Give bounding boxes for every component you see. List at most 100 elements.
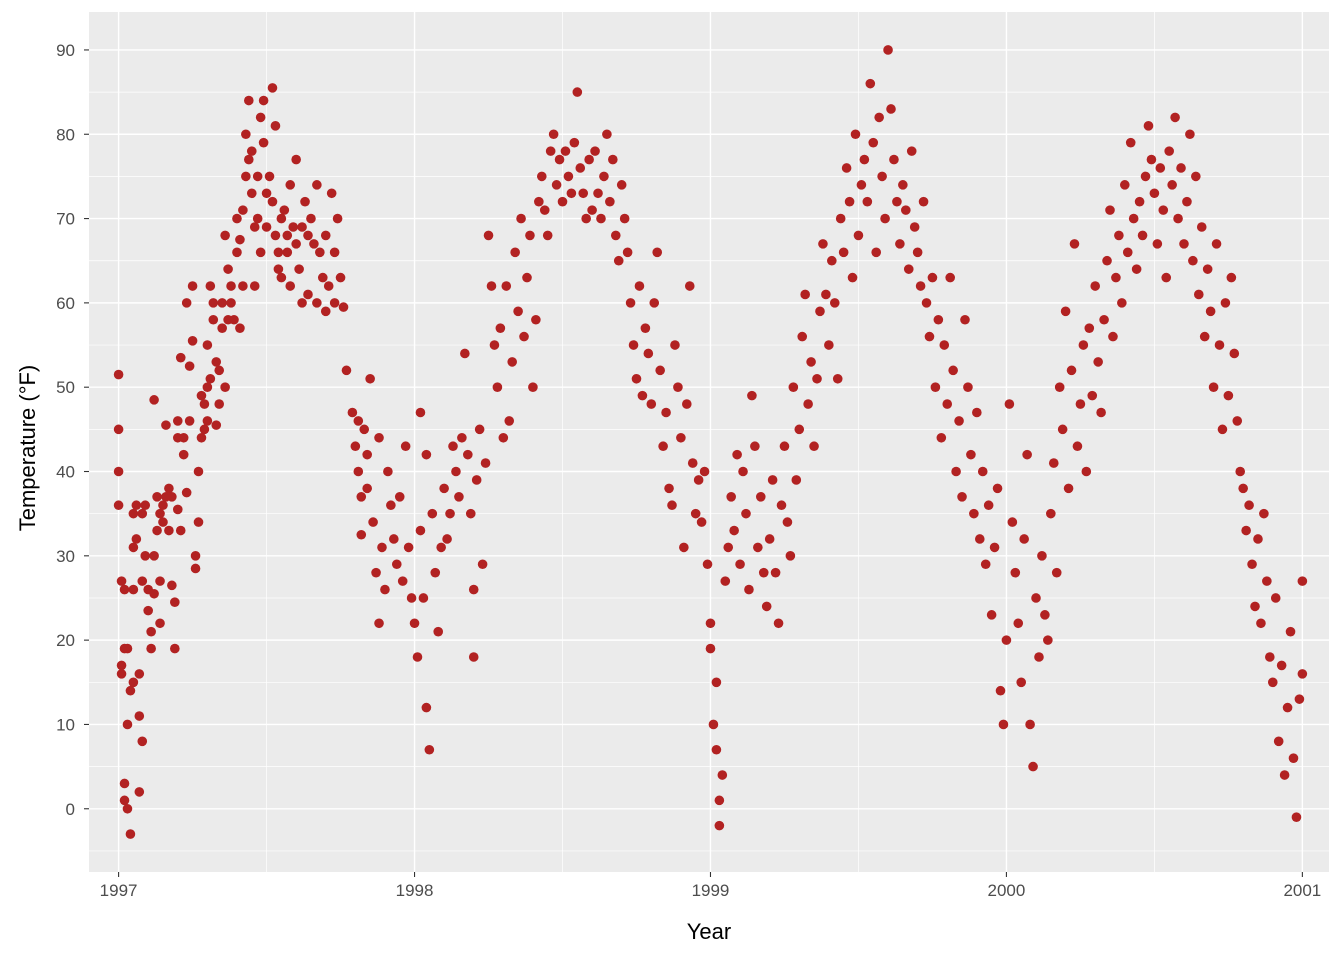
data-point — [951, 466, 961, 477]
data-point — [652, 247, 663, 258]
data-point — [992, 483, 1003, 494]
data-point — [116, 660, 127, 671]
data-point — [1149, 188, 1160, 199]
data-point — [199, 399, 210, 409]
data-point — [679, 542, 689, 553]
data-point — [329, 298, 340, 308]
data-point — [113, 466, 124, 477]
data-point — [238, 281, 248, 291]
data-point — [1229, 348, 1240, 359]
y-tick-label: 80 — [56, 125, 75, 144]
data-point — [989, 542, 1000, 553]
data-point — [569, 137, 580, 148]
data-point — [1226, 272, 1237, 283]
x-tick-label: 2001 — [1283, 881, 1321, 900]
data-point — [128, 677, 139, 688]
data-point — [190, 551, 201, 561]
data-point — [178, 432, 189, 443]
data-point — [309, 239, 319, 249]
data-point — [442, 534, 452, 544]
data-point — [856, 180, 867, 190]
data-point — [1004, 399, 1015, 409]
data-point — [134, 669, 145, 679]
data-point — [146, 626, 156, 637]
data-point — [1288, 753, 1299, 763]
data-point — [1217, 424, 1228, 435]
data-point — [155, 618, 165, 629]
data-point — [184, 416, 195, 426]
data-point — [433, 626, 444, 637]
data-point — [424, 744, 435, 755]
data-point — [208, 298, 219, 308]
data-point — [249, 222, 260, 232]
data-point — [889, 154, 899, 165]
data-point — [634, 281, 645, 291]
data-point — [246, 188, 257, 199]
data-point — [1063, 483, 1074, 494]
data-point — [1114, 230, 1124, 241]
data-point — [1276, 660, 1287, 671]
data-point — [1102, 255, 1112, 266]
data-point — [1279, 770, 1290, 780]
data-point — [776, 500, 787, 511]
data-point — [1223, 390, 1234, 401]
data-point — [832, 373, 843, 384]
x-axis-title: Year — [687, 919, 731, 944]
data-point — [534, 196, 544, 207]
data-point — [371, 567, 381, 578]
data-point — [261, 188, 272, 199]
data-point — [1155, 163, 1166, 173]
data-point — [821, 289, 831, 300]
data-point — [850, 129, 861, 140]
y-tick-label: 20 — [56, 631, 75, 650]
data-point — [661, 407, 671, 418]
data-point — [140, 500, 151, 511]
data-point — [125, 685, 136, 696]
y-tick-label: 40 — [56, 463, 75, 482]
data-point — [489, 340, 500, 350]
data-point — [1294, 694, 1305, 704]
data-point — [199, 424, 210, 435]
data-point — [835, 213, 846, 224]
data-point — [1108, 331, 1118, 342]
data-point — [1072, 441, 1083, 452]
data-point — [593, 188, 603, 199]
data-point — [483, 230, 494, 241]
data-point — [128, 542, 139, 553]
data-point — [1111, 272, 1121, 283]
data-point — [966, 449, 976, 460]
data-point — [116, 669, 127, 679]
data-point — [575, 163, 586, 173]
data-point — [1105, 205, 1115, 215]
data-point — [122, 803, 133, 814]
data-point — [300, 196, 310, 207]
data-point — [942, 399, 953, 409]
data-point — [619, 213, 630, 224]
data-point — [877, 171, 887, 182]
data-point — [572, 87, 583, 97]
data-point — [356, 529, 367, 540]
data-point — [397, 576, 408, 586]
data-point — [803, 399, 813, 409]
data-point — [1282, 702, 1293, 713]
data-point — [791, 475, 802, 485]
data-point — [1297, 576, 1308, 586]
data-point — [175, 525, 186, 536]
data-point — [1256, 618, 1266, 629]
data-point — [788, 382, 799, 392]
data-point — [525, 230, 535, 241]
data-point — [933, 314, 944, 325]
data-point — [167, 580, 177, 591]
data-point — [244, 154, 254, 165]
data-point — [865, 78, 876, 89]
data-point — [1211, 239, 1222, 249]
data-point — [898, 180, 908, 190]
data-point — [335, 272, 346, 283]
data-point — [584, 154, 594, 165]
data-point — [119, 795, 130, 806]
data-point — [270, 230, 281, 241]
data-point — [838, 247, 849, 258]
data-point — [356, 492, 367, 502]
data-point — [164, 525, 174, 536]
data-point — [252, 213, 263, 224]
